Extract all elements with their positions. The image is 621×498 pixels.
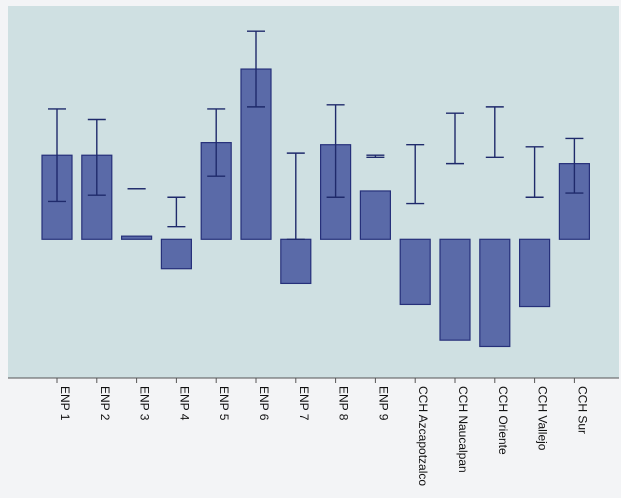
x-tick-label: CCH Naucalpan bbox=[456, 386, 470, 473]
x-ticks-layer: ENP 1 ENP 2 ENP 3 ENP 4 ENP 5 ENP 6 ENP 7 ENP 8… bbox=[56, 378, 589, 486]
x-tick-label: ENP 6 bbox=[257, 386, 271, 421]
x-tick-label: ENP 1 bbox=[58, 386, 72, 421]
bar bbox=[160, 238, 192, 270]
bar bbox=[399, 238, 431, 306]
x-tick-label: ENP 5 bbox=[217, 386, 231, 421]
x-tick-label: ENP 8 bbox=[337, 386, 351, 421]
x-tick-label: ENP 9 bbox=[376, 386, 390, 421]
bar bbox=[479, 238, 511, 348]
bar bbox=[280, 238, 312, 285]
x-tick-label: ENP 3 bbox=[138, 386, 152, 421]
x-tick-label: CCH Azcapotzalco bbox=[416, 386, 430, 486]
bar bbox=[518, 238, 551, 308]
x-tick-label: CCH Sur bbox=[575, 386, 589, 434]
bar bbox=[439, 238, 471, 341]
x-tick-label: CCH Oriente bbox=[496, 386, 510, 455]
bar bbox=[120, 235, 153, 240]
x-tick-label: ENP 2 bbox=[98, 386, 112, 421]
x-tick-label: ENP 7 bbox=[297, 386, 311, 421]
bar bbox=[359, 190, 391, 240]
bars-layer bbox=[41, 30, 591, 348]
x-tick-label: CCH Vallejo bbox=[536, 386, 550, 451]
x-tick-label: ENP 4 bbox=[177, 386, 191, 421]
